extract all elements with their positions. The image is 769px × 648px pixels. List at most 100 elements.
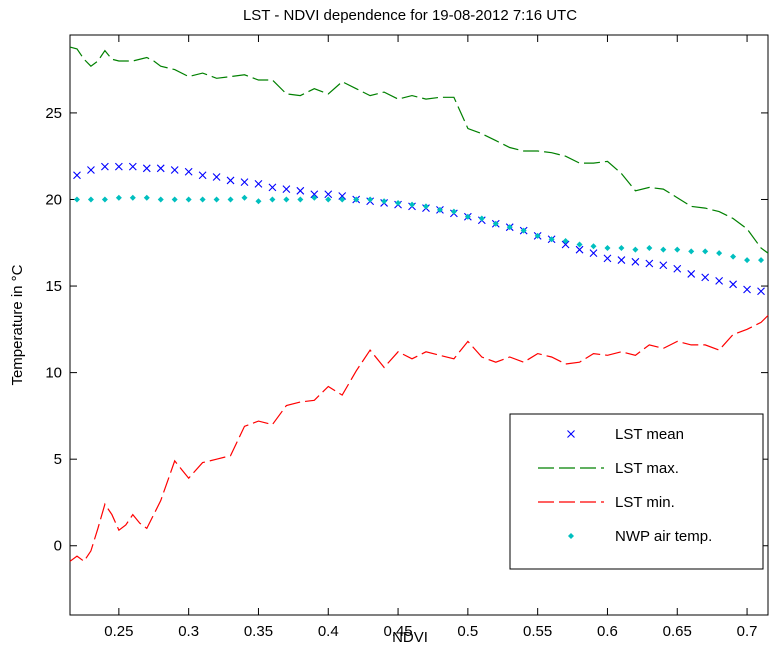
nwp-air-temp-point bbox=[590, 243, 597, 250]
lst-mean-point bbox=[338, 192, 347, 200]
lst-mean-point bbox=[729, 280, 737, 289]
nwp-air-temp-point bbox=[422, 203, 429, 210]
y-tick-label: 5 bbox=[54, 451, 62, 468]
lst-mean-point-stroke bbox=[757, 287, 765, 296]
lst-mean-point bbox=[715, 276, 724, 285]
x-tick-label: 0.35 bbox=[244, 623, 273, 640]
legend: LST mean LST max. LST min. NWP air temp. bbox=[509, 413, 764, 570]
y-axis-label: Temperature in °C bbox=[9, 264, 26, 385]
lst-mean-point-stroke bbox=[743, 285, 751, 294]
nwp-air-temp-point bbox=[744, 257, 751, 264]
nwp-air-temp-point bbox=[464, 213, 471, 220]
nwp-air-temp-point bbox=[227, 196, 234, 203]
nwp-air-temp-point bbox=[269, 196, 276, 203]
y-tick-label: 25 bbox=[45, 105, 62, 122]
lst-mean-point bbox=[87, 166, 95, 174]
lst-mean-point bbox=[240, 178, 249, 187]
x-tick-label: 0.5 bbox=[457, 623, 478, 640]
nwp-air-temp-point bbox=[506, 224, 513, 231]
nwp-air-temp-point bbox=[213, 196, 220, 203]
chart-title: LST - NDVI dependence for 19-08-2012 7:1… bbox=[243, 7, 577, 24]
nwp-air-temp-point bbox=[660, 246, 667, 253]
series-layer bbox=[69, 46, 769, 563]
x-tick-label: 0.4 bbox=[318, 623, 339, 640]
nwp-air-temp-point bbox=[381, 198, 388, 205]
nwp-air-temp-point bbox=[311, 194, 318, 201]
lst-mean-point bbox=[226, 176, 235, 185]
lst-mean-point-stroke bbox=[254, 180, 263, 188]
lst-mean-point-stroke bbox=[324, 190, 333, 199]
nwp-air-temp-point bbox=[520, 227, 527, 234]
nwp-air-temp-point bbox=[199, 196, 206, 203]
x-tick-label: 0.25 bbox=[104, 623, 133, 640]
x-tick-label: 0.55 bbox=[523, 623, 552, 640]
lst-mean-point-stroke bbox=[240, 178, 249, 187]
lst-mean-point bbox=[687, 270, 696, 278]
nwp-air-temp-point bbox=[395, 199, 402, 206]
lst-mean-point-stroke bbox=[687, 270, 696, 278]
nwp-air-temp-point bbox=[450, 208, 457, 215]
lst-mean-point-stroke bbox=[296, 186, 305, 195]
nwp-air-temp-point bbox=[339, 196, 346, 203]
lst-mean-point bbox=[212, 173, 221, 181]
lst-mean-point-stroke bbox=[729, 280, 737, 289]
lst-mean-point-stroke bbox=[73, 171, 81, 180]
lst-mean-point bbox=[310, 190, 319, 199]
lst-mean-point-stroke bbox=[701, 273, 710, 282]
nwp-air-temp-point bbox=[157, 196, 164, 203]
lst-mean-point-stroke bbox=[617, 256, 626, 264]
nwp-air-temp-point bbox=[297, 196, 304, 203]
lst-mean-point bbox=[142, 164, 151, 173]
nwp-air-temp-point bbox=[101, 196, 108, 203]
nwp-air-temp-point bbox=[576, 241, 583, 248]
lst-mean-point-stroke bbox=[589, 249, 598, 258]
lst-mean-point-stroke bbox=[268, 183, 277, 192]
nwp-air-temp-point bbox=[129, 194, 136, 201]
lst-mean-point-stroke bbox=[603, 254, 612, 263]
lst-mean-point-stroke bbox=[673, 264, 682, 273]
x-tick-label: 0.65 bbox=[663, 623, 692, 640]
legend-box bbox=[509, 413, 764, 570]
y-tick-label: 10 bbox=[45, 365, 62, 382]
legend-label-lst-mean: LST mean bbox=[615, 426, 684, 443]
lst-mean-point bbox=[589, 249, 598, 258]
nwp-air-temp-point bbox=[618, 244, 625, 251]
lst-mean-point-stroke bbox=[142, 164, 151, 173]
lst-mean-point bbox=[743, 285, 751, 294]
lst-mean-point-stroke bbox=[715, 276, 724, 285]
lst-mean-point bbox=[73, 171, 81, 180]
nwp-air-temp-point bbox=[436, 206, 443, 213]
lst-mean-point-stroke bbox=[338, 192, 347, 200]
legend-swatch-lst-mean bbox=[567, 430, 575, 438]
nwp-air-temp-point bbox=[115, 194, 122, 201]
lst-mean-point bbox=[282, 185, 291, 193]
nwp-air-temp-point bbox=[353, 196, 360, 203]
nwp-air-temp-point bbox=[325, 196, 332, 203]
lst-mean-point-stroke bbox=[310, 190, 319, 199]
nwp-air-temp-point bbox=[604, 244, 611, 251]
y-tick-label: 15 bbox=[45, 278, 62, 295]
nwp-air-temp-point bbox=[283, 196, 290, 203]
nwp-air-temp-point bbox=[758, 257, 765, 264]
nwp-air-temp-point bbox=[548, 236, 555, 243]
lst-mean-point bbox=[268, 183, 277, 192]
lst-mean-point bbox=[701, 273, 710, 282]
lst-mean-point bbox=[254, 180, 263, 188]
lst-mean-point bbox=[170, 166, 179, 174]
nwp-air-temp-point bbox=[702, 248, 709, 255]
lst-mean-point bbox=[198, 171, 207, 180]
nwp-air-temp-point bbox=[367, 196, 374, 203]
nwp-air-temp-point bbox=[646, 244, 653, 251]
lst-mean-point-stroke bbox=[114, 162, 123, 171]
lst-mean-point-stroke bbox=[184, 167, 193, 176]
axis-ticks: 0.25 0.3 0.35 0.4 0.45 0.5 0.55 0.6 0.65 0.7 0 5 10 1… bbox=[45, 35, 768, 640]
nwp-air-temp-point bbox=[143, 194, 150, 201]
lst-min-line bbox=[69, 315, 769, 563]
lst-mean-point bbox=[631, 257, 640, 266]
nwp-air-temp-point bbox=[730, 253, 737, 260]
lst-mean-point bbox=[659, 261, 668, 270]
lst-mean-point-stroke bbox=[170, 166, 179, 174]
lst-mean-point-stroke bbox=[575, 245, 584, 254]
lst-mean-point-stroke bbox=[282, 185, 291, 193]
nwp-air-temp-point bbox=[73, 196, 80, 203]
